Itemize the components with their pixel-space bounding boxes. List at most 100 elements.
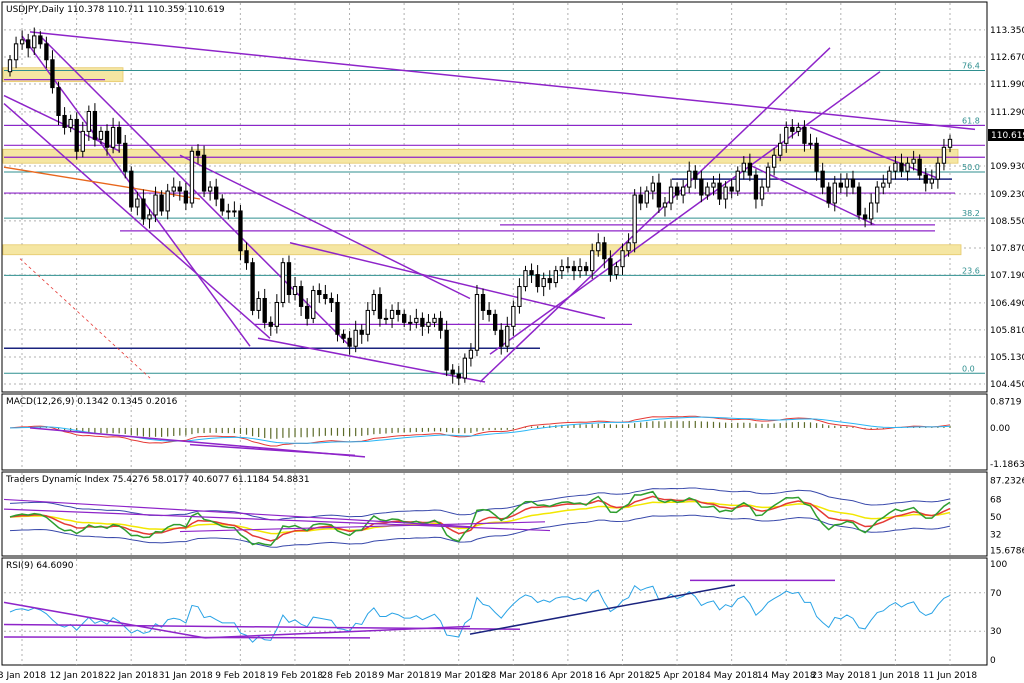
candle-body [153, 194, 158, 216]
candle-body [905, 162, 910, 172]
rsi-label: RSI(9) 64.6090 [6, 561, 74, 571]
candle-body [687, 170, 692, 188]
candle-body [474, 294, 480, 351]
candle-body [492, 313, 498, 331]
tdi-trend-line [3, 498, 471, 528]
candle-body [771, 154, 777, 168]
tdi-trend-line [3, 508, 551, 532]
tdi-indicator [3, 487, 951, 548]
candle-body [875, 186, 880, 204]
candle-body [262, 297, 267, 323]
candle-body [650, 182, 656, 192]
trend-line [3, 94, 121, 152]
candle-body [571, 266, 577, 272]
candle-body [717, 182, 722, 200]
candle-body [820, 170, 825, 188]
tdi-lower-band [9, 514, 951, 548]
candle-body [462, 357, 468, 379]
candle-body [838, 182, 844, 188]
candle-body [329, 297, 334, 303]
candle-body [790, 126, 795, 132]
candle-body [280, 262, 286, 303]
candle-body [232, 210, 237, 213]
candle-body [147, 214, 152, 220]
date-label: 19 Mar 2018 [430, 671, 487, 681]
candle-body [292, 286, 298, 296]
candle-body [38, 35, 43, 45]
candle-body [674, 186, 680, 196]
candle-body [893, 162, 898, 172]
price-panel-frame [1, 1, 988, 393]
tdi-tick-label: 87.2326 [990, 477, 1024, 487]
price-tick-label: 109.930 [990, 162, 1024, 172]
candle-body [917, 158, 922, 176]
rsi-tick-label: 100 [990, 560, 1007, 570]
candle-body [862, 214, 868, 220]
date-label: 14 May 2018 [757, 671, 816, 681]
candle-body [626, 242, 631, 252]
candle-body [414, 317, 419, 323]
candle-body [814, 142, 819, 172]
price-tick-label: 107.190 [990, 271, 1024, 281]
candle-body [881, 182, 886, 188]
tdi-price-line [9, 490, 951, 547]
macd-signal-line [9, 416, 951, 444]
candle-body [317, 290, 322, 296]
candle-body [608, 258, 613, 276]
candle-body [444, 329, 449, 371]
candle-body [189, 150, 195, 204]
price-tick-label: 108.550 [990, 217, 1024, 227]
date-label: 28 Feb 2018 [322, 671, 378, 681]
candle-body [553, 270, 558, 284]
date-label: 12 Jan 2018 [50, 671, 104, 681]
candle-body [547, 278, 552, 284]
trend-line [257, 337, 486, 383]
candle-body [668, 186, 674, 204]
trend-line [39, 35, 351, 347]
candle-body [632, 194, 637, 244]
date-label: 4 May 2018 [705, 671, 758, 681]
candle-body [80, 130, 85, 152]
price-tick-label: 111.290 [990, 108, 1024, 118]
candle-body [226, 210, 231, 213]
candle-body [201, 154, 207, 192]
candle-body [499, 329, 504, 347]
trend-line [29, 31, 976, 131]
candle-body [298, 286, 304, 307]
candle-body [177, 186, 182, 192]
candle-body [656, 182, 662, 208]
candle-body [747, 162, 753, 176]
candle-body [371, 294, 377, 311]
axis-labels: 3 Jan 2018 12 Jan 2018 22 Jan 2018 31 Jan 2… [0, 26, 1024, 681]
price-tick-label: 111.990 [990, 80, 1024, 90]
candle-body [723, 186, 728, 200]
candle-body [116, 126, 122, 144]
candle-body [7, 59, 13, 73]
trend-line [489, 71, 881, 355]
tdi-panel-frame [1, 471, 988, 557]
candle-body [238, 210, 243, 252]
candle-body [141, 198, 146, 220]
rsi-trend-line [3, 623, 521, 631]
candle-body [420, 317, 425, 327]
candle-body [92, 110, 98, 140]
candle-body [304, 305, 310, 319]
candle-body [480, 294, 486, 311]
candle-body [741, 162, 746, 172]
candle-body [614, 266, 619, 276]
tdi-tick-label: 32 [990, 530, 1001, 540]
candle-body [56, 87, 61, 116]
candle-body [395, 309, 401, 315]
candle-body [935, 162, 941, 180]
candle-body [104, 130, 110, 148]
price-tick-label: 109.230 [990, 190, 1024, 200]
candle-body [765, 166, 771, 188]
symbol-header: USDJPY,Daily 110.378 110.711 110.359 110… [6, 5, 225, 15]
candle-body [602, 242, 607, 260]
candle-body [311, 290, 316, 319]
candle-body [680, 186, 686, 196]
candle-body [753, 174, 759, 200]
candle-body [432, 317, 437, 323]
date-label: 11 Jun 2018 [923, 671, 977, 681]
candle-body [286, 262, 292, 296]
